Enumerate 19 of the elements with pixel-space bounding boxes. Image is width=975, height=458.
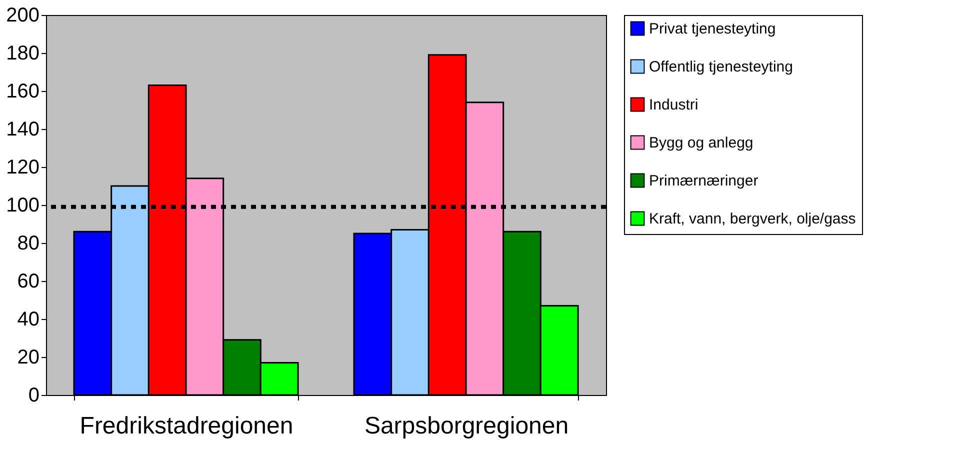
legend-label: Bygg og anlegg xyxy=(649,134,754,152)
legend-label: Industri xyxy=(649,96,698,114)
x-tick-label: Fredrikstadregionen xyxy=(80,412,294,440)
x-tick-label: Sarpsborgregionen xyxy=(364,412,569,440)
y-tick-label: 100 xyxy=(6,194,40,216)
y-tick-label: 60 xyxy=(17,270,40,292)
legend-label: Privat tjenesteyting xyxy=(649,20,776,38)
y-tick-label: 80 xyxy=(17,232,40,254)
y-tick-label: 40 xyxy=(17,308,40,330)
y-tick-label: 0 xyxy=(28,384,40,406)
legend-label: Primærnæringer xyxy=(649,172,758,190)
legend-label: Kraft, vann, bergverk, olje/gass xyxy=(649,210,856,228)
y-tick-label: 120 xyxy=(6,156,40,178)
y-tick-label: 160 xyxy=(6,80,40,102)
y-tick-label: 140 xyxy=(6,118,40,140)
y-tick-label: 180 xyxy=(6,42,40,64)
y-tick-label: 200 xyxy=(6,4,40,26)
legend-label: Offentlig tjenesteyting xyxy=(649,58,793,76)
y-tick-label: 20 xyxy=(17,346,40,368)
